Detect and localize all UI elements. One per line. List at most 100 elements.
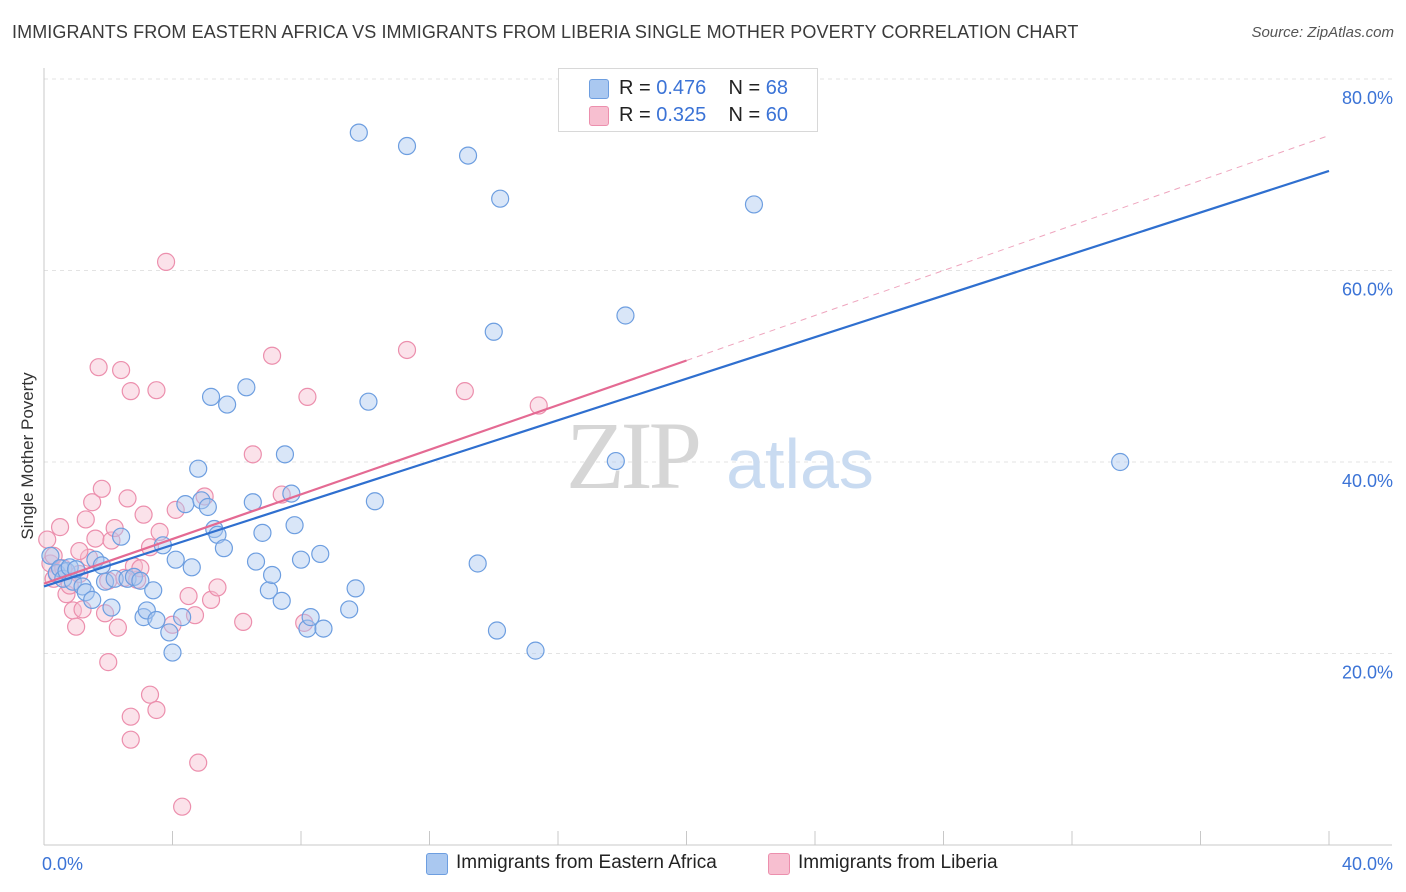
data-point-eastern-africa — [468, 554, 487, 573]
data-point-eastern-africa — [163, 643, 182, 662]
data-point-eastern-africa — [365, 492, 384, 511]
data-point-eastern-africa — [272, 591, 291, 610]
legend-r-label: R = — [619, 104, 651, 126]
data-point-liberia — [111, 360, 131, 380]
data-point-eastern-africa — [201, 387, 221, 406]
data-point-liberia — [121, 707, 140, 726]
watermark-zip: ZIP — [566, 402, 699, 509]
data-point-eastern-africa — [131, 571, 150, 590]
data-point-liberia — [189, 753, 208, 772]
grid-lines — [44, 78, 1392, 654]
data-point-eastern-africa — [237, 378, 256, 397]
data-point-liberia — [86, 529, 105, 548]
data-point-eastern-africa — [314, 619, 333, 638]
legend-n-value: 68 — [765, 77, 789, 99]
data-point-liberia — [147, 381, 166, 400]
bottom-legend-label-liberia: Immigrants from Liberia — [798, 852, 998, 873]
data-point-liberia — [140, 685, 160, 704]
trend-lines — [43, 135, 1330, 588]
y-tick-label: 80.0% — [1342, 88, 1393, 108]
correlation-legend: R = 0.476 N = 68 R = 0.325 N = 60 — [558, 68, 818, 132]
legend-text-eastern-africa: R = 0.476 N = 68 — [619, 77, 788, 100]
chart-title: IMMIGRANTS FROM EASTERN AFRICA VS IMMIGR… — [12, 22, 1079, 42]
tick-labels: 20.0% 40.0% 60.0% 80.0% 0.0% 40.0% — [42, 88, 1393, 874]
data-point-eastern-africa — [458, 146, 478, 165]
data-point-eastern-africa — [192, 491, 211, 510]
data-point-eastern-africa — [526, 641, 545, 660]
data-point-liberia — [38, 530, 57, 549]
data-point-eastern-africa — [298, 619, 317, 638]
trend-line-liberia — [43, 359, 687, 585]
data-point-liberia — [243, 445, 262, 464]
data-point-eastern-africa — [198, 497, 217, 517]
data-point-liberia — [150, 522, 169, 541]
data-point-eastern-africa — [606, 451, 625, 471]
data-point-liberia — [234, 612, 253, 632]
data-point-eastern-africa — [102, 598, 121, 617]
y-tick-label: 40.0% — [1342, 471, 1393, 491]
data-point-liberia — [262, 346, 282, 365]
legend-r-label: R = — [619, 77, 651, 99]
trend-line-liberia-extension — [686, 135, 1330, 361]
data-point-eastern-africa — [487, 621, 507, 640]
data-point-liberia — [92, 479, 111, 498]
data-point-eastern-africa — [346, 579, 365, 598]
y-axis-title: Single Mother Poverty — [18, 372, 37, 540]
data-point-liberia — [166, 500, 185, 519]
data-point-liberia — [397, 340, 417, 360]
data-point-liberia — [118, 489, 137, 508]
data-point-eastern-africa — [1111, 452, 1130, 472]
data-point-eastern-africa — [291, 550, 311, 569]
data-point-liberia — [108, 618, 127, 637]
data-point-eastern-africa — [160, 623, 179, 642]
data-point-liberia — [83, 493, 102, 512]
data-point-liberia — [89, 358, 108, 377]
data-point-liberia — [208, 578, 227, 597]
data-point-liberia — [147, 700, 166, 720]
data-point-eastern-africa — [259, 581, 278, 600]
data-point-liberia — [173, 797, 192, 816]
data-point-eastern-africa — [105, 569, 124, 588]
data-point-eastern-africa — [262, 565, 282, 585]
data-point-liberia — [121, 730, 140, 749]
bottom-legend-swatch-pink — [768, 853, 790, 875]
data-point-liberia — [455, 382, 474, 401]
data-point-eastern-africa — [275, 445, 295, 464]
data-point-eastern-africa — [73, 577, 92, 596]
data-point-eastern-africa — [340, 600, 359, 619]
data-point-eastern-africa — [301, 608, 320, 627]
x-tick-label: 0.0% — [42, 854, 83, 874]
data-point-liberia — [121, 382, 140, 401]
legend-text-liberia: R = 0.325 N = 60 — [619, 104, 788, 127]
data-point-eastern-africa — [176, 495, 195, 514]
series-eastern-africa-points — [41, 123, 1130, 662]
data-point-eastern-africa — [144, 581, 163, 600]
data-point-liberia — [67, 617, 86, 636]
legend-swatch-pink — [589, 106, 609, 126]
legend-n-label: N = — [728, 77, 761, 99]
data-point-liberia — [179, 586, 198, 606]
trend-line-eastern-africa — [43, 169, 1330, 588]
data-point-liberia — [70, 541, 89, 561]
data-point-eastern-africa — [189, 459, 208, 478]
series-liberia-points — [38, 252, 548, 816]
data-point-eastern-africa — [218, 395, 237, 414]
data-point-eastern-africa — [484, 322, 503, 341]
data-point-liberia — [298, 387, 317, 406]
legend-r-value: 0.325 — [656, 104, 707, 126]
data-point-eastern-africa — [166, 550, 185, 569]
data-point-eastern-africa — [147, 610, 166, 630]
data-point-eastern-africa — [137, 601, 156, 620]
data-point-eastern-africa — [111, 527, 131, 546]
watermark: ZIP atlas — [566, 402, 874, 509]
axes — [43, 68, 1392, 846]
data-point-liberia — [50, 518, 70, 537]
source-label: Source: ZipAtlas.com — [1251, 24, 1394, 41]
data-point-eastern-africa — [246, 552, 266, 571]
legend-n-value: 60 — [765, 104, 789, 126]
data-point-eastern-africa — [349, 123, 368, 142]
data-point-eastern-africa — [182, 558, 201, 577]
data-point-eastern-africa — [173, 608, 192, 627]
y-tick-label: 20.0% — [1342, 663, 1393, 683]
